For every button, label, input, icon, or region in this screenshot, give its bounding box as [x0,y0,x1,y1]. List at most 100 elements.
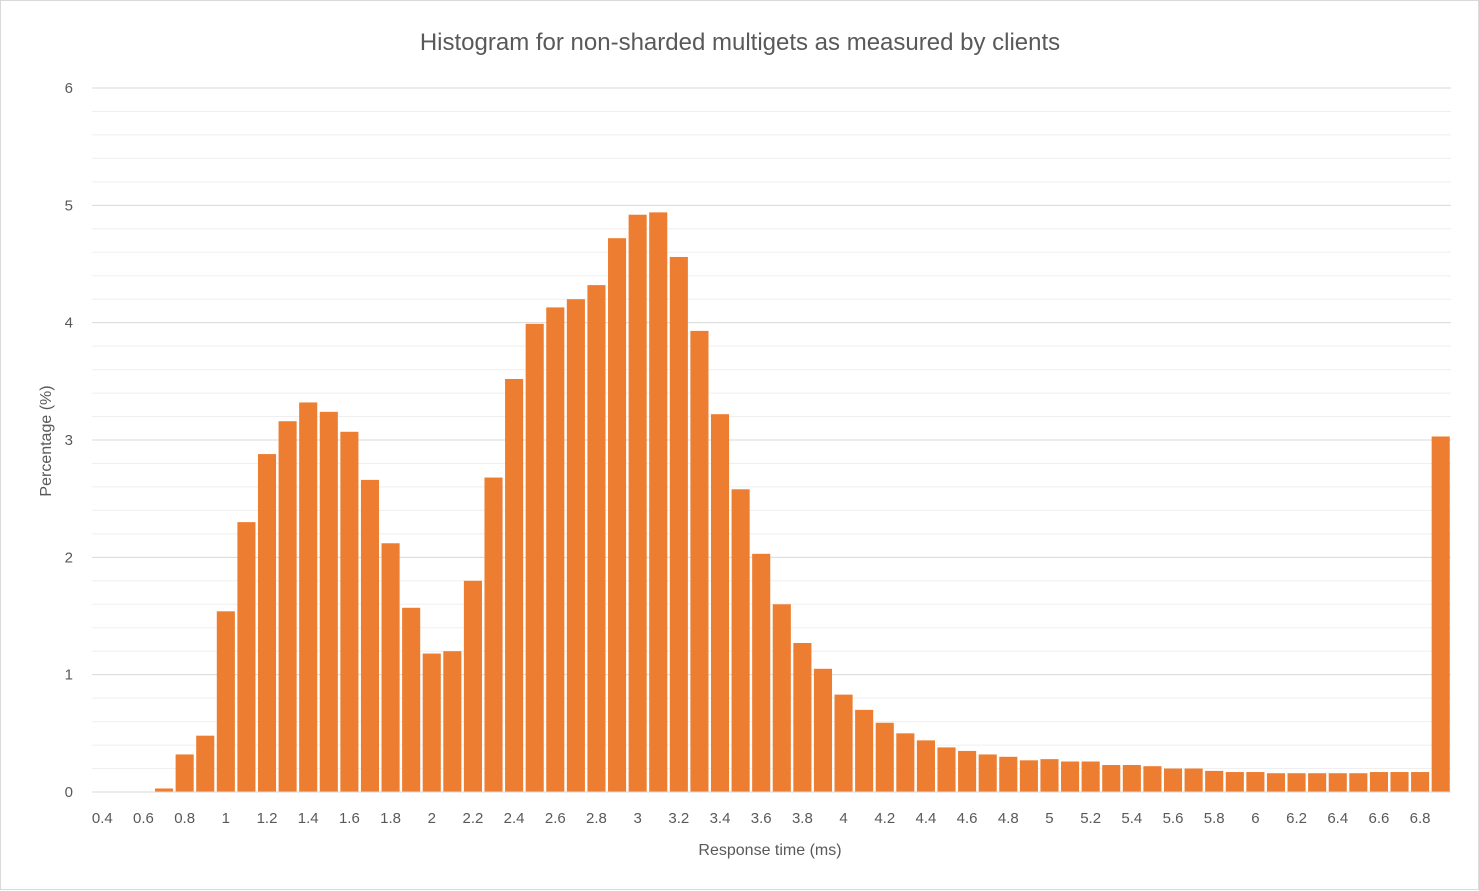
x-tick-label: 6.6 [1369,810,1390,827]
histogram-bar [175,754,194,792]
histogram-bar [669,256,688,792]
histogram-bar [1308,773,1327,792]
y-axis-ticks: 0 1 2 3 4 5 6 [65,80,73,801]
histogram-bar [1122,765,1141,792]
histogram-bar [299,402,318,792]
histogram-bar [628,214,647,793]
histogram-bar [1205,770,1224,792]
histogram-bar [237,522,256,792]
x-tick-label: 3.6 [751,810,772,827]
x-tick-label: 3.4 [710,810,731,827]
x-tick-label: 6.8 [1410,810,1431,827]
y-tick-label: 3 [65,432,73,449]
histogram-bar [1061,761,1080,792]
gridlines [92,87,1451,770]
x-tick-label: 4.6 [957,810,978,827]
histogram-bar [360,479,380,792]
x-tick-label: 5 [1045,810,1053,827]
y-axis-label: Percentage (%) [38,385,55,496]
x-tick-label: 0.8 [174,810,195,827]
x-tick-label: 6.4 [1327,810,1348,827]
x-tick-label: 2.2 [463,810,484,827]
histogram-bar [855,709,874,792]
x-tick-label: 5.4 [1121,810,1142,827]
histogram-bar [896,733,915,792]
x-tick-label: 5.6 [1163,810,1184,827]
histogram-bar [752,553,771,792]
bars [155,212,1450,793]
histogram-bar [793,642,812,792]
x-tick-label: 4.4 [916,810,937,827]
histogram-bar [1225,772,1244,792]
histogram-bar [999,756,1018,792]
histogram-bar [443,651,462,792]
x-tick-label: 6 [1251,810,1259,827]
x-tick-label: 2 [428,810,436,827]
histogram-bar [278,421,297,792]
histogram-bar [1102,765,1121,792]
histogram-bar [484,477,503,792]
histogram-bar [1184,768,1203,792]
histogram-bar [463,580,482,792]
histogram-bar [1349,773,1368,792]
histogram-bar [1411,772,1430,792]
histogram-bar [1163,768,1183,792]
histogram-bar [257,454,277,792]
histogram-bar [978,754,997,792]
histogram-bar [731,489,750,792]
histogram-bar [587,285,606,792]
histogram-bar [813,668,833,792]
histogram-bar [319,411,338,792]
histogram-bar [402,607,421,792]
histogram-bar [546,307,565,792]
histogram-bar [422,653,441,792]
histogram-bar [1081,761,1100,792]
histogram-bar [566,299,585,792]
histogram-bar [1246,772,1265,792]
histogram-bar [196,735,215,792]
x-tick-label: 0.6 [133,810,154,827]
x-tick-label: 3 [633,810,641,827]
x-tick-label: 4.2 [874,810,895,827]
histogram-bar [608,238,627,793]
x-tick-label: 2.8 [586,810,607,827]
x-tick-label: 3.8 [792,810,813,827]
x-tick-label: 4 [839,810,847,827]
y-tick-label: 6 [65,80,73,97]
histogram-bar [216,611,235,792]
y-tick-label: 1 [65,667,73,684]
x-axis-label: Response time (ms) [698,842,841,859]
x-tick-label: 1.2 [257,810,278,827]
x-tick-label: 2.6 [545,810,566,827]
y-tick-label: 4 [65,315,73,332]
y-tick-label: 5 [65,197,73,214]
histogram-bar [1328,773,1347,792]
histogram-bar [916,740,935,792]
histogram-bar [381,543,400,792]
histogram-bar [1369,772,1388,792]
histogram-bar [525,323,544,792]
y-tick-label: 2 [65,549,73,566]
histogram-bar [1266,773,1286,792]
x-tick-label: 0.4 [92,810,113,827]
histogram-bar [1431,436,1450,792]
histogram-bar [1143,766,1162,792]
chart-title: Histogram for non-sharded multigets as m… [420,29,1060,56]
x-tick-label: 2.4 [504,810,525,827]
x-axis-ticks: 0.4 0.6 0.8 1 1.2 1.4 1.6 1.8 2 2.2 2.4 2.6 2.8 3 3.2 3… [92,810,1431,827]
x-tick-label: 5.8 [1204,810,1225,827]
x-tick-label: 1.4 [298,810,319,827]
y-tick-label: 0 [65,784,73,801]
x-tick-label: 3.2 [668,810,689,827]
histogram-bar [958,750,977,792]
histogram-bar [340,431,359,792]
histogram-bar [155,788,174,792]
histogram-bar [937,747,956,792]
histogram-bar [1019,760,1038,792]
histogram-bar [1390,772,1409,792]
histogram-bar [690,330,709,792]
histogram-bar [1287,773,1306,792]
histogram-bar [1040,759,1059,792]
x-tick-label: 4.8 [998,810,1019,827]
histogram-bar [875,722,894,792]
